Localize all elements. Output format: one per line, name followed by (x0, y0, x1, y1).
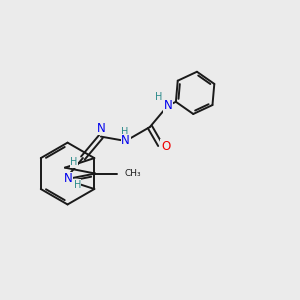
Text: N: N (97, 122, 105, 135)
Text: N: N (164, 99, 172, 112)
Text: H: H (70, 158, 78, 167)
Text: O: O (161, 140, 170, 153)
Text: N: N (64, 172, 73, 185)
Text: CH₃: CH₃ (125, 169, 141, 178)
Text: H: H (121, 127, 128, 136)
Text: H: H (155, 92, 162, 102)
Text: H: H (74, 180, 81, 190)
Text: N: N (121, 134, 130, 148)
